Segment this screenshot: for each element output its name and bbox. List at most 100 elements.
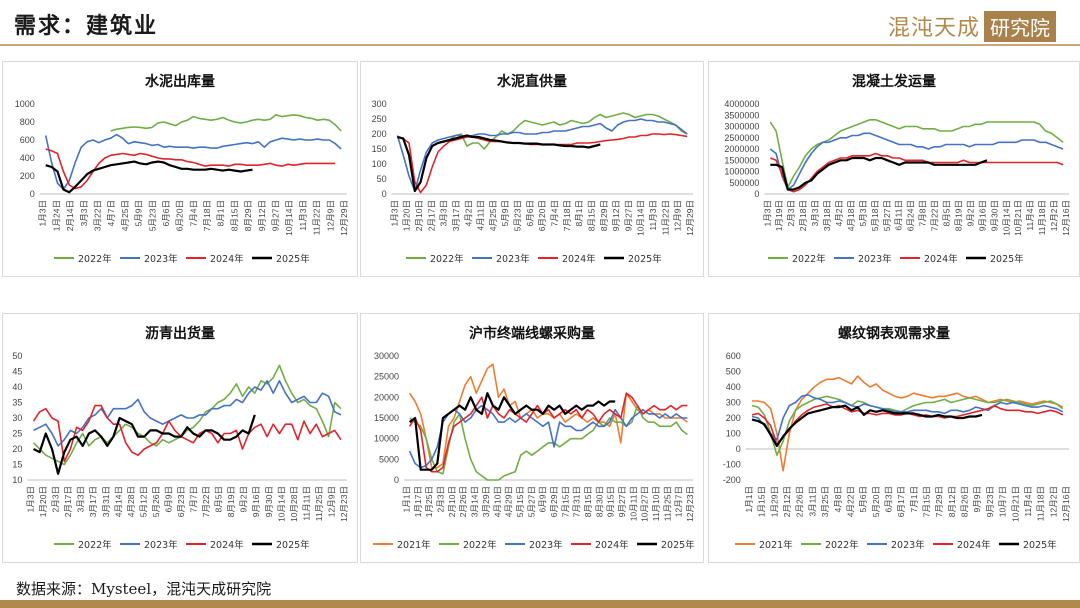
x-tick-label: 9月12日 [257, 200, 267, 231]
x-tick-label: 7月15日 [560, 486, 570, 517]
x-tick-label: 6月23日 [176, 486, 186, 517]
x-tick-label: 3月22日 [92, 200, 102, 231]
x-tick-label: 5月3日 [858, 200, 868, 226]
x-tick-label: 7月22日 [201, 486, 211, 517]
series-line-2025 [408, 392, 616, 471]
x-tick-label: 3月3日 [79, 200, 89, 226]
x-tick-label: 10月14日 [276, 486, 286, 522]
x-tick-label: 8月29日 [599, 200, 609, 231]
x-tick-label: 11月10日 [651, 486, 661, 521]
series-line-2024 [408, 392, 688, 473]
x-tick-label: 2月17日 [426, 200, 436, 231]
x-tick-label: 12月2日 [1049, 200, 1059, 231]
y-tick-label: 30 [12, 413, 22, 423]
chart-svg: 沪市终端线螺采购量 0 5000 10000 15000 20000 25000 30000 1… [373, 325, 695, 551]
x-tick-label: 9月23日 [985, 486, 995, 517]
chart-panel-cement-outbound: 水泥出库量 0 200 400 600 800 1000 1月3日 1月24日 2月14日 3月3日… [2, 61, 358, 277]
chart-panel-concrete-shipment: 混凝土发运量 0 500000 1000000 1500000 2000000 250000… [708, 61, 1080, 277]
y-tick-label: 15 [12, 460, 22, 470]
x-tick-label: 9月15日 [606, 486, 616, 517]
legend-label: 2025年 [990, 253, 1024, 265]
chart-svg: 水泥直供量 0 50 100 150 200 250 300 1月3日 1月20日 2月10日 2月1… [372, 73, 695, 265]
legend-label: 2025年 [1023, 539, 1057, 551]
y-tick-label: 25 [12, 429, 22, 439]
x-tick-label: 9月2日 [239, 486, 249, 512]
x-tick-label: 7月31日 [572, 486, 582, 517]
x-axis: 1月3日 1月20日 2月3日 2月17日 3月3日 3月17日 3月31日 4月14日 4月2… [26, 486, 349, 522]
x-tick-label: 12月16日 [1061, 486, 1071, 522]
x-tick-label: 12月2日 [1048, 486, 1058, 517]
x-tick-label: 4月18日 [846, 200, 856, 231]
x-tick-label: 1月17日 [413, 486, 423, 517]
series-group [751, 375, 1064, 472]
y-tick-label: 20 [12, 444, 22, 454]
y-tick-label: 1500000 [724, 155, 759, 165]
series-line-2023 [396, 118, 688, 192]
x-tick-label: 2月3日 [51, 486, 61, 512]
x-tick-label: 6月9日 [163, 486, 173, 512]
legend: 2022年 2023年 2024年 2025年 [768, 253, 1024, 265]
header-divider [0, 44, 1080, 46]
x-tick-label: 8月26日 [960, 486, 970, 517]
x-tick-label: 2月14日 [65, 200, 75, 231]
legend-label: 2024年 [924, 253, 958, 265]
x-tick-label: 12月16日 [1061, 200, 1071, 236]
x-tick-label: 11月22日 [660, 200, 670, 235]
y-tick-label: 10000 [374, 434, 399, 444]
y-tick-label: 300 [372, 99, 387, 109]
chart-title: 沪市终端线螺采购量 [469, 325, 595, 342]
series-line-2021 [752, 375, 1064, 472]
x-tick-label: 8月15日 [586, 200, 596, 231]
series-line-2023 [769, 132, 1064, 191]
series-line-2025 [45, 160, 253, 194]
x-tick-label: 9月2日 [965, 200, 975, 226]
y-tick-label: 5000 [379, 454, 399, 464]
y-tick-label: 10 [12, 475, 22, 485]
legend-label: 2024年 [957, 539, 991, 551]
y-tick-label: 300 [726, 398, 741, 408]
x-tick-label: 11月3日 [298, 200, 308, 231]
x-tick-label: 7月22日 [930, 200, 940, 231]
series-line-2025 [33, 414, 256, 475]
x-tick-label: 1月3日 [38, 200, 48, 226]
y-tick-label: 40 [12, 382, 22, 392]
x-tick-label: 4月8日 [833, 486, 843, 512]
legend-label: 2022年 [825, 539, 859, 551]
x-tick-label: 3月3日 [810, 200, 820, 226]
x-tick-label: 8月12日 [947, 486, 957, 517]
x-tick-label: 1月1日 [402, 486, 412, 512]
x-tick-label: 9月30日 [989, 200, 999, 231]
x-tick-label: 5月27日 [526, 486, 536, 517]
x-tick-label: 3月3日 [439, 200, 449, 226]
x-tick-label: 5月15日 [515, 486, 525, 517]
x-tick-label: 10月7日 [998, 486, 1008, 517]
x-tick-label: 1月3日 [762, 200, 772, 226]
x-tick-label: 12月7日 [674, 486, 684, 517]
legend-label: 2024年 [210, 253, 244, 265]
x-tick-label: 8月15日 [583, 486, 593, 517]
x-axis: 1月3日 1月20日 2月10日 2月17日 3月3日 3月17日 4月2日 4月11日 4月2… [389, 200, 695, 236]
legend-label: 2023年 [858, 253, 892, 265]
x-tick-label: 10月21日 [1010, 486, 1020, 522]
x-tick-label: 6月11日 [894, 200, 904, 231]
chart-title: 螺纹钢表观需求量 [838, 325, 950, 342]
y-tick-label: 600 [726, 351, 741, 361]
y-tick-label: 2500000 [724, 133, 759, 143]
x-tick-label: 8月30日 [594, 486, 604, 517]
x-tick-label: 6月29日 [549, 486, 559, 517]
series-group [408, 363, 688, 481]
y-tick-label: 0 [754, 189, 759, 199]
x-tick-label: 3月17日 [451, 200, 461, 231]
chart-panel-cement-direct-supply: 水泥直供量 0 50 100 150 200 250 300 1月3日 1月20日 2月10日 2月1… [360, 61, 704, 277]
x-tick-label: 2月10日 [447, 486, 457, 517]
x-tick-label: 5月20日 [871, 486, 881, 517]
x-tick-label: 6月6日 [525, 200, 535, 226]
x-tick-label: 6月20日 [175, 200, 185, 231]
x-tick-label: 7月18日 [202, 200, 212, 231]
legend-label: 2025年 [661, 539, 695, 551]
x-tick-label: 7月7日 [189, 486, 199, 512]
y-tick-label: 100 [726, 429, 741, 439]
